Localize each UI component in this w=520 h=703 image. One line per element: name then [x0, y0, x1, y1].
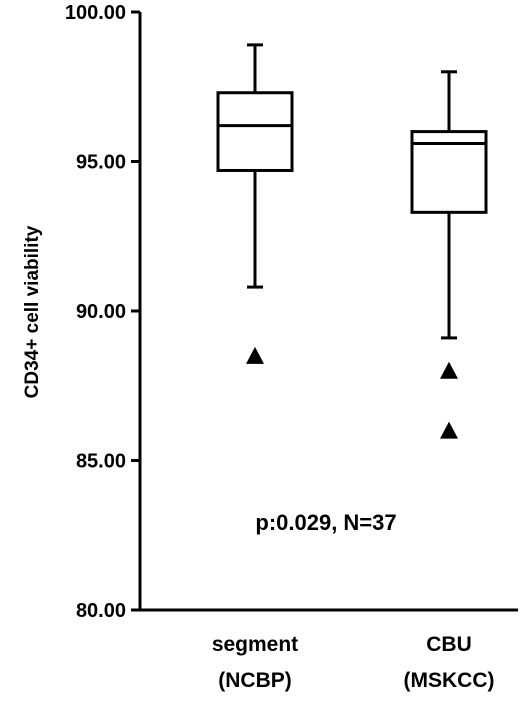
y-tick-label: 100.00: [65, 2, 126, 24]
y-tick-label: 80.00: [76, 600, 126, 622]
x-tick-label-line1: CBU: [426, 633, 472, 656]
outlier-marker: [440, 361, 458, 379]
x-tick-label-line1: segment: [212, 633, 298, 656]
x-tick-labels: segment (NCBP) CBU (MSKCC): [212, 633, 495, 692]
box-group: [216, 43, 294, 364]
boxes: [216, 43, 488, 439]
outlier-marker: [440, 421, 458, 439]
x-tick-label-line2: (MSKCC): [404, 669, 495, 692]
y-tick-label: 85.00: [76, 451, 126, 473]
y-ticks: 80.00 85.00 90.00 95.00 100.00: [65, 2, 140, 622]
stats-annotation: p:0.029, N=37: [255, 510, 396, 535]
box-group: [410, 70, 488, 439]
y-tick-label: 90.00: [76, 301, 126, 323]
outlier-marker: [246, 346, 264, 364]
y-tick-label: 95.00: [76, 152, 126, 174]
box-iqr: [216, 91, 294, 172]
y-axis-label: CD34+ cell viability: [22, 225, 43, 398]
x-tick-label-line2: (NCBP): [218, 669, 292, 692]
